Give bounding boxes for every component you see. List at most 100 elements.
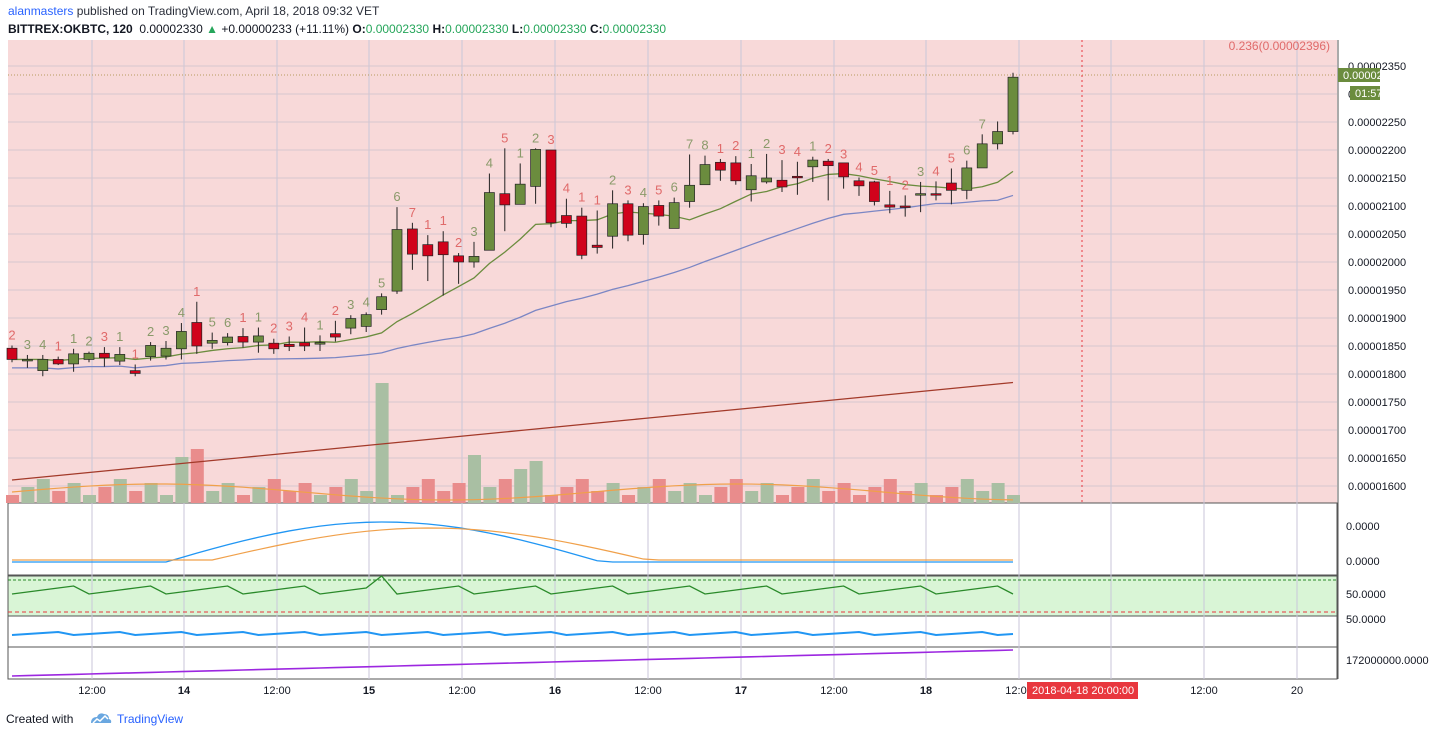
setup-count-label: 3	[470, 224, 477, 239]
candle-body	[653, 205, 665, 217]
footer: Created with TradingView	[0, 708, 1438, 736]
obv-line	[11, 649, 1014, 677]
candle-body	[37, 359, 49, 371]
volume-bar	[498, 479, 512, 503]
setup-count-label: 2	[609, 172, 616, 187]
volume-bar	[514, 469, 528, 503]
candle-body	[129, 370, 141, 374]
x-axis-label: 12:00	[78, 685, 106, 697]
volume-bar	[945, 487, 959, 503]
candle-body	[330, 333, 341, 338]
setup-count-label: 3	[101, 329, 108, 344]
volume-bar	[468, 455, 481, 503]
candle-body	[468, 256, 480, 263]
candle-body	[622, 203, 634, 236]
author-link[interactable]: alanmasters	[8, 4, 74, 18]
volume-bar	[206, 491, 220, 503]
countdown-text: 01:57:07	[1355, 88, 1398, 100]
volume-bar	[83, 495, 96, 503]
x-axis-label: 12:00	[1190, 685, 1218, 697]
setup-count-label: 3	[286, 318, 293, 333]
setup-count-label: 4	[178, 305, 185, 320]
candle-body	[668, 202, 680, 229]
candle-body	[684, 184, 695, 202]
setup-count-label: 3	[778, 142, 785, 157]
macd-pane	[7, 502, 1338, 576]
setup-count-label: 7	[979, 116, 986, 131]
volume-bar	[298, 483, 312, 503]
x-axis-label: 18	[920, 685, 932, 697]
setup-count-label: 2	[902, 177, 909, 192]
obv-pane	[7, 646, 1338, 680]
volume-bar	[683, 483, 697, 503]
setup-count-label: 4	[563, 181, 570, 196]
candle-body	[545, 149, 557, 224]
x-axis-label: 14	[178, 685, 191, 697]
candle-body	[576, 215, 588, 256]
setup-count-label: 7	[686, 136, 693, 151]
y-axis-label: 0.00002050	[1348, 229, 1406, 241]
setup-count-label: 2	[332, 303, 339, 318]
volume-bar	[314, 495, 327, 503]
setup-count-label: 3	[840, 147, 847, 162]
chart-header: alanmasters published on TradingView.com…	[0, 0, 1438, 40]
signal-line	[12, 527, 1013, 561]
candle-body	[514, 183, 526, 205]
tradingview-brand-link[interactable]: TradingView	[117, 712, 184, 726]
setup-count-label: 4	[794, 144, 801, 159]
candle-body	[299, 342, 310, 347]
setup-count-label: 1	[594, 192, 601, 207]
candle-body	[22, 359, 33, 362]
setup-count-label: 4	[640, 185, 647, 200]
setup-count-label: 1	[886, 173, 893, 188]
candle-body	[99, 352, 110, 359]
setup-count-label: 3	[24, 337, 31, 352]
volume-bar	[545, 495, 558, 503]
dmi-line	[11, 630, 1014, 637]
volume-bar	[883, 479, 897, 503]
volume-bar	[113, 479, 127, 503]
volume-bar	[591, 491, 605, 503]
setup-count-label: 1	[316, 317, 323, 332]
indicator-axis-label: 0.0000	[1346, 556, 1380, 568]
setup-count-label: 3	[917, 164, 924, 179]
x-axis-label: 15	[363, 685, 375, 697]
volume-bar	[129, 491, 143, 503]
setup-count-label: 3	[162, 323, 169, 338]
y-axis-label: 0.00001800	[1348, 369, 1406, 381]
x-axis-label: 17	[735, 685, 747, 697]
setup-count-label: 1	[132, 346, 139, 361]
volume-bar	[853, 495, 866, 503]
candle-body	[730, 162, 742, 182]
change-value: +0.00000233 (+11.11%)	[221, 22, 350, 36]
y-axis-label: 0.00002200	[1348, 145, 1406, 157]
setup-count-label: 5	[655, 182, 662, 197]
volume-bar	[6, 495, 19, 503]
volume-bar	[267, 479, 281, 503]
candle-body	[807, 159, 819, 168]
ma-mid-line	[12, 194, 1014, 370]
candle-body	[1007, 76, 1019, 132]
candle-body	[376, 296, 387, 310]
volume-bar	[714, 487, 728, 503]
candle-body	[391, 229, 403, 292]
setup-count-label: 2	[8, 327, 15, 342]
setup-count-label: 3	[547, 132, 554, 147]
setup-count-label: 5	[209, 315, 216, 330]
candle-body	[869, 181, 880, 202]
setup-count-label: 1	[517, 145, 524, 160]
y-axis-label: 0.00001650	[1348, 453, 1406, 465]
candle-body	[237, 336, 249, 343]
setup-count-label: 1	[255, 310, 262, 325]
setup-count-label: 4	[39, 337, 46, 352]
setup-count-label: 1	[578, 190, 585, 205]
volume-bar	[21, 487, 35, 503]
x-axis-label: 12:00	[634, 685, 662, 697]
setup-count-label: 2	[85, 334, 92, 349]
volume-bar	[283, 491, 297, 503]
x-axis-label: 16	[549, 685, 561, 697]
volume-bar	[221, 483, 235, 503]
candle-body	[946, 182, 957, 191]
y-axis-label: 0.00001850	[1348, 341, 1406, 353]
